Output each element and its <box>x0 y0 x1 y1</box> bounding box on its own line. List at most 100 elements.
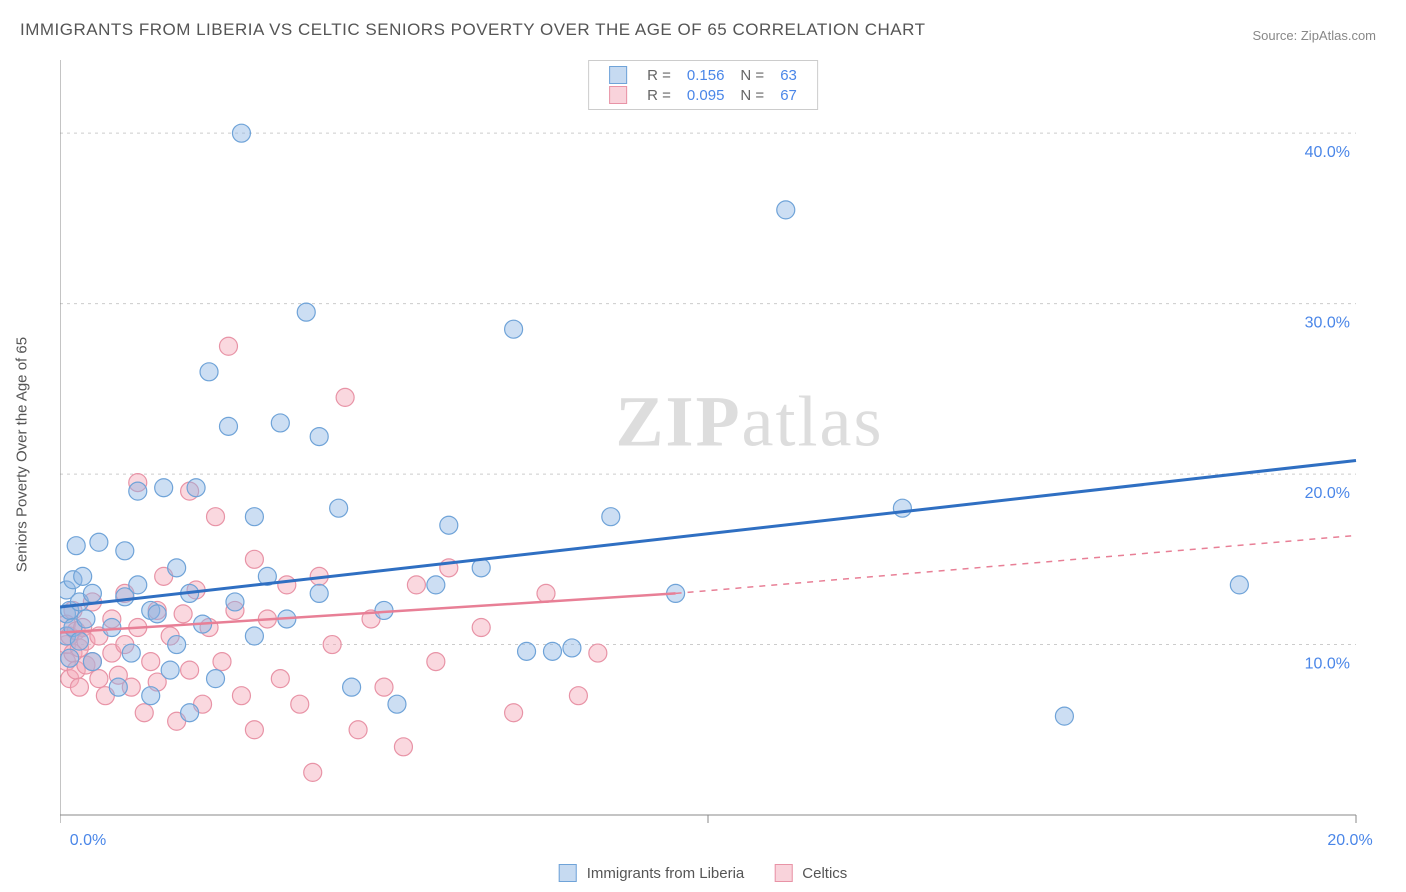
data-point <box>122 644 140 662</box>
data-point <box>207 670 225 688</box>
chart-title: IMMIGRANTS FROM LIBERIA VS CELTIC SENIOR… <box>20 20 925 40</box>
data-point <box>74 567 92 585</box>
data-point <box>226 593 244 611</box>
data-point <box>83 584 101 602</box>
data-point <box>349 721 367 739</box>
legend-swatch <box>609 66 627 84</box>
data-point <box>90 533 108 551</box>
data-point <box>219 337 237 355</box>
data-point <box>109 678 127 696</box>
legend-item: Celtics <box>774 864 847 882</box>
data-point <box>142 653 160 671</box>
r-value: 0.156 <box>679 65 733 85</box>
data-point <box>505 704 523 722</box>
data-point <box>174 605 192 623</box>
data-point <box>537 584 555 602</box>
data-point <box>155 479 173 497</box>
data-point <box>271 414 289 432</box>
data-point <box>90 670 108 688</box>
data-point <box>103 619 121 637</box>
data-point <box>135 704 153 722</box>
data-point <box>505 320 523 338</box>
data-point <box>245 550 263 568</box>
data-point <box>602 508 620 526</box>
legend-label: Immigrants from Liberia <box>587 865 745 882</box>
data-point <box>407 576 425 594</box>
data-point <box>168 636 186 654</box>
legend-stat-row: R =0.095N =67 <box>601 85 805 105</box>
trend-line <box>60 460 1356 607</box>
y-tick-label: 10.0% <box>1305 656 1350 673</box>
data-point <box>129 576 147 594</box>
data-point <box>200 363 218 381</box>
data-point <box>148 605 166 623</box>
data-point <box>323 636 341 654</box>
data-point <box>440 516 458 534</box>
data-point <box>563 639 581 657</box>
trend-line-extrapolated <box>676 535 1356 593</box>
legend-item: Immigrants from Liberia <box>559 864 745 882</box>
data-point <box>245 508 263 526</box>
data-point <box>777 201 795 219</box>
data-point <box>310 428 328 446</box>
data-point <box>518 642 536 660</box>
legend-stats: R =0.156N =63R =0.095N =67 <box>588 60 818 110</box>
data-point <box>213 653 231 671</box>
data-point <box>472 619 490 637</box>
data-point <box>245 627 263 645</box>
data-point <box>161 661 179 679</box>
x-tick-label: 20.0% <box>1327 832 1372 849</box>
data-point <box>589 644 607 662</box>
chart-area: 10.0%20.0%30.0%40.0%0.0%20.0% ZIPatlas <box>60 55 1386 852</box>
n-value: 63 <box>772 65 805 85</box>
n-value: 67 <box>772 85 805 105</box>
data-point <box>70 632 88 650</box>
data-point <box>375 678 393 696</box>
data-point <box>336 388 354 406</box>
data-point <box>1230 576 1248 594</box>
data-point <box>129 482 147 500</box>
data-point <box>77 610 95 628</box>
legend-series: Immigrants from Liberia Celtics <box>559 864 848 882</box>
data-point <box>232 687 250 705</box>
legend-swatch <box>774 864 792 882</box>
data-point <box>427 576 445 594</box>
data-point <box>1055 707 1073 725</box>
data-point <box>83 653 101 671</box>
legend-swatch <box>559 864 577 882</box>
r-label: R = <box>639 65 679 85</box>
data-point <box>207 508 225 526</box>
x-tick-label: 0.0% <box>70 832 106 849</box>
data-point <box>67 537 85 555</box>
data-point <box>142 687 160 705</box>
data-point <box>181 661 199 679</box>
legend-swatch <box>609 86 627 104</box>
data-point <box>394 738 412 756</box>
y-axis-label: Seniors Poverty Over the Age of 65 <box>14 337 31 572</box>
data-point <box>543 642 561 660</box>
data-point <box>427 653 445 671</box>
r-label: R = <box>639 85 679 105</box>
legend-label: Celtics <box>802 865 847 882</box>
legend-stat-row: R =0.156N =63 <box>601 65 805 85</box>
source-attribution: Source: ZipAtlas.com <box>1252 28 1376 43</box>
scatter-plot: 10.0% 20.0% 30.0% 40.0% 0.0% 20.0% <box>60 55 1386 852</box>
data-point <box>297 303 315 321</box>
legend-stats-table: R =0.156N =63R =0.095N =67 <box>601 65 805 105</box>
data-point <box>187 479 205 497</box>
y-tick-label: 30.0% <box>1305 315 1350 332</box>
y-tick-label: 20.0% <box>1305 485 1350 502</box>
data-point <box>388 695 406 713</box>
r-value: 0.095 <box>679 85 733 105</box>
n-label: N = <box>732 65 772 85</box>
data-point <box>291 695 309 713</box>
data-point <box>304 763 322 781</box>
data-point <box>245 721 263 739</box>
data-point <box>232 124 250 142</box>
data-point <box>70 678 88 696</box>
y-tick-label: 40.0% <box>1305 144 1350 161</box>
n-label: N = <box>732 85 772 105</box>
data-point <box>61 649 79 667</box>
data-point <box>271 670 289 688</box>
data-point <box>116 542 134 560</box>
